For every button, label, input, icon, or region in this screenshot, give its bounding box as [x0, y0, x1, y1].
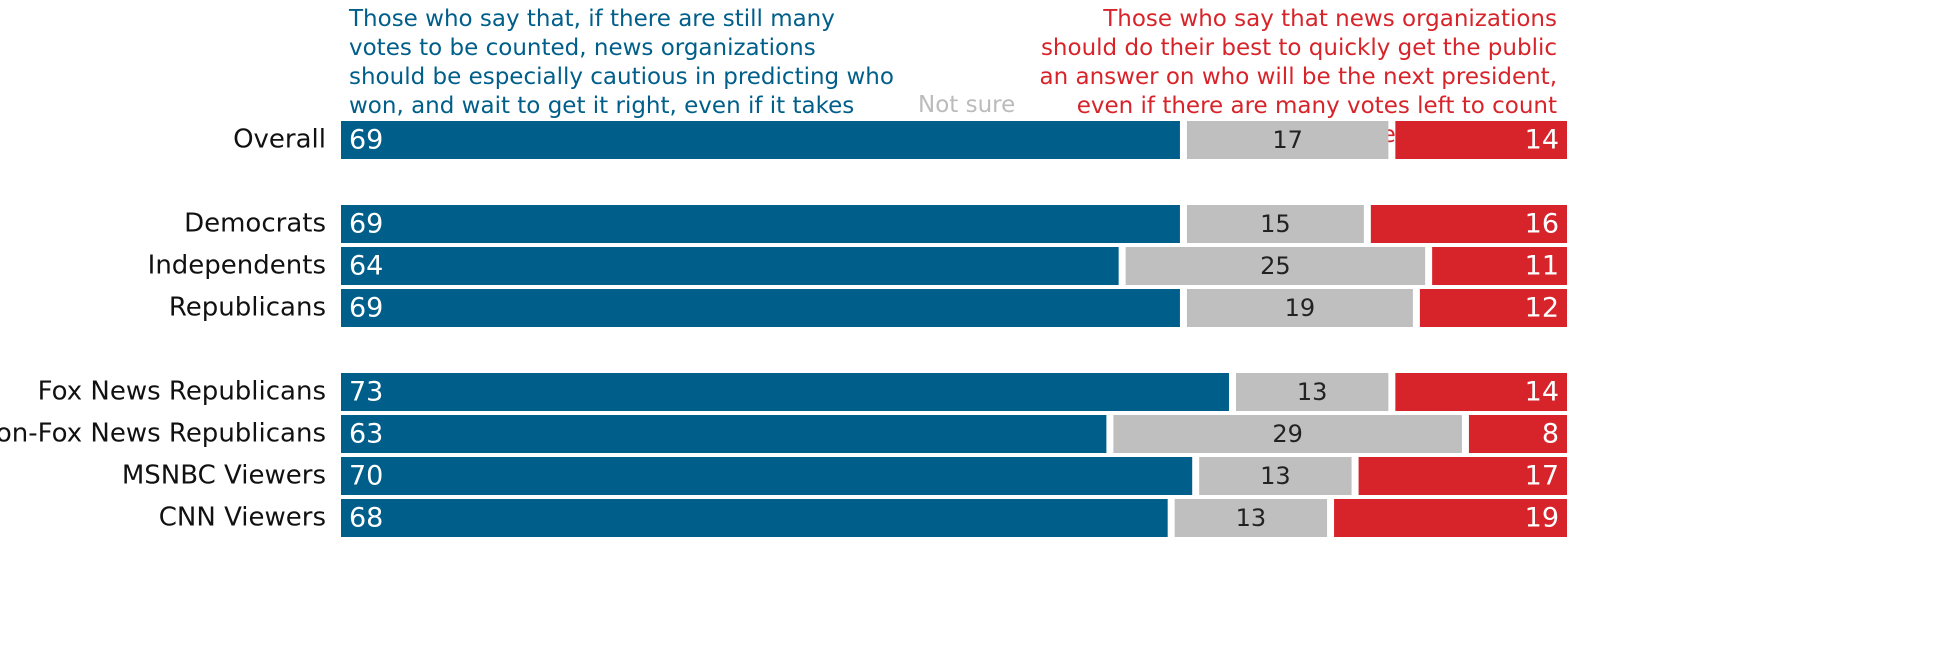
legend-gray: Not sure: [918, 92, 1016, 118]
bar-segment: [1186, 121, 1389, 159]
bar-segment: [341, 247, 1119, 285]
bar-segment: [1395, 121, 1567, 159]
value-label: 12: [1525, 293, 1559, 324]
value-label: 14: [1525, 377, 1559, 408]
category-label: Fox News Republicans: [38, 377, 326, 407]
category-label: Republicans: [169, 293, 326, 323]
value-label: 29: [1272, 420, 1303, 448]
value-label: 16: [1525, 209, 1559, 240]
value-label: 68: [349, 503, 383, 534]
category-label: Democrats: [184, 209, 326, 239]
bar-segment: [1370, 205, 1567, 243]
bar-segment: [1395, 373, 1567, 411]
bar-segment: [341, 205, 1180, 243]
bar-segment: [341, 415, 1107, 453]
value-label: 64: [349, 251, 383, 282]
value-label: 13: [1236, 504, 1267, 532]
bar-segment: [1419, 289, 1567, 327]
bar-segment: [1186, 205, 1364, 243]
value-label: 19: [1525, 503, 1559, 534]
bar-segment: [1199, 457, 1352, 495]
bar-segment: [1113, 415, 1462, 453]
value-label: 17: [1272, 126, 1303, 154]
value-label: 25: [1260, 252, 1291, 280]
value-label: 73: [349, 377, 383, 408]
value-label: 13: [1297, 378, 1328, 406]
bar-segment: [341, 499, 1168, 537]
bar-segment: [1358, 457, 1567, 495]
value-label: 69: [349, 209, 383, 240]
value-label: 15: [1260, 210, 1291, 238]
value-label: 14: [1525, 125, 1559, 156]
value-label: 69: [349, 293, 383, 324]
bar-segment: [1235, 373, 1389, 411]
bar-segment: [1186, 289, 1413, 327]
bar-segment: [1468, 415, 1567, 453]
value-label: 17: [1525, 461, 1559, 492]
category-label: Non-Fox News Republicans: [0, 419, 326, 449]
bar-segment: [1432, 247, 1567, 285]
value-label: 11: [1525, 251, 1559, 282]
category-label: Overall: [233, 125, 326, 155]
bar-segment: [1125, 247, 1426, 285]
bar-segment: [341, 289, 1180, 327]
category-label: CNN Viewers: [159, 503, 326, 533]
value-label: 70: [349, 461, 383, 492]
bar-segment: [341, 373, 1229, 411]
value-label: 19: [1285, 294, 1316, 322]
bar-segment: [341, 457, 1193, 495]
category-label: Independents: [148, 251, 326, 281]
value-label: 8: [1542, 419, 1559, 450]
value-label: 13: [1260, 462, 1291, 490]
bar-segment: [1174, 499, 1328, 537]
bar-segment: [341, 121, 1180, 159]
value-label: 69: [349, 125, 383, 156]
category-label: MSNBC Viewers: [122, 461, 326, 491]
value-label: 63: [349, 419, 383, 450]
bar-segment: [1334, 499, 1567, 537]
